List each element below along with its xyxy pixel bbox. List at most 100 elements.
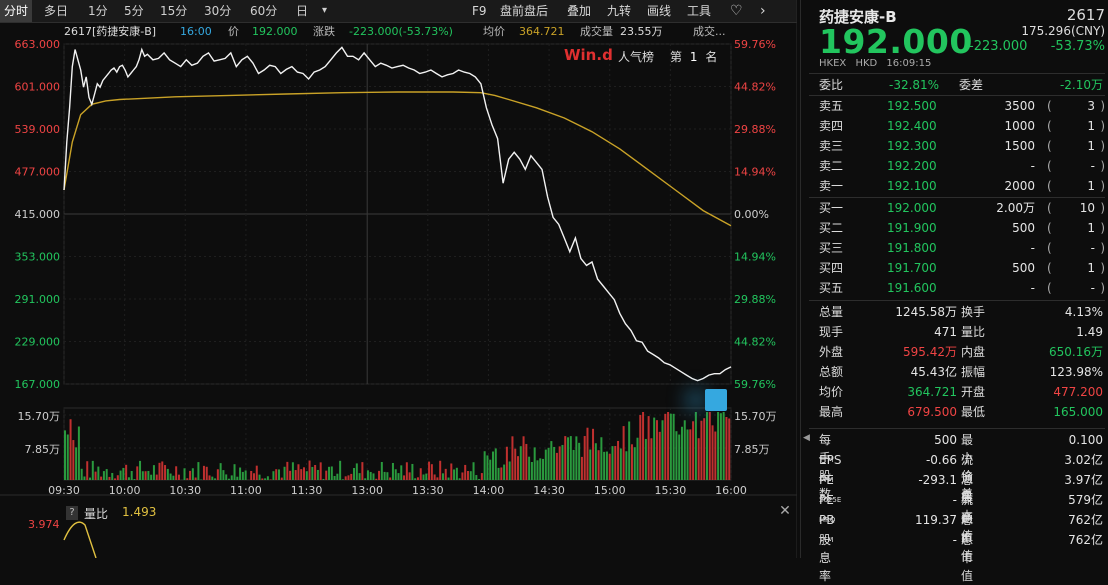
volume-bar — [145, 471, 147, 480]
stat-value: 165.000 — [1053, 403, 1103, 421]
fund-label-text: EPS — [819, 451, 841, 469]
volume-bar — [542, 459, 544, 480]
fund-label-text: PE — [819, 471, 834, 489]
volume-bar — [575, 436, 577, 480]
volume-bar — [284, 467, 286, 480]
fund-value: -293.1 — [918, 471, 957, 489]
paren-close: ) — [1100, 157, 1105, 175]
y-left-tick: 353.000 — [15, 251, 61, 264]
volume-bar — [712, 425, 714, 480]
volume-bar — [653, 418, 655, 480]
volume-bar — [289, 471, 291, 480]
sub-indicator-name[interactable]: 量比 — [84, 505, 108, 522]
y-left-tick: 229.000 — [15, 336, 61, 349]
paren-close: ) — [1100, 279, 1105, 297]
stat-value: 679.500 — [907, 403, 957, 421]
volume-bar — [95, 472, 97, 480]
volume-bar — [311, 467, 313, 480]
volume-bar — [186, 478, 188, 480]
volume-bar — [342, 479, 344, 480]
volume-bar — [492, 452, 494, 480]
vol-right-tick: 15.70万 — [734, 410, 777, 423]
y-left-tick: 415.000 — [15, 208, 61, 221]
fund-label-text: 股息率 — [819, 531, 833, 585]
volume-bar — [523, 436, 525, 480]
volume-bar — [64, 430, 66, 480]
x-tick: 14:00 — [473, 484, 505, 497]
volume-bar — [256, 466, 258, 480]
stat-label: 最高 — [819, 403, 843, 421]
ask-count: - — [1091, 157, 1095, 175]
paren-close: ) — [1100, 137, 1105, 155]
volume-bar — [500, 467, 502, 480]
volume-bar — [150, 475, 152, 480]
x-tick: 11:00 — [230, 484, 262, 497]
paren-open: ( — [1047, 279, 1052, 297]
volume-bar — [278, 469, 280, 480]
volume-bar — [436, 477, 438, 480]
volume-bar — [623, 426, 625, 480]
ask-level-label: 卖二 — [819, 157, 843, 175]
volume-bar — [425, 474, 427, 480]
volume-bar — [539, 458, 541, 480]
volume-bar — [297, 464, 299, 480]
volume-bars — [64, 412, 730, 480]
ask-price: 192.300 — [887, 137, 937, 155]
volume-bar — [609, 454, 611, 480]
bid-volume: - — [1031, 279, 1035, 297]
volume-bar — [356, 463, 358, 480]
bid-price: 191.800 — [887, 239, 937, 257]
volume-bar — [592, 429, 594, 480]
volume-bar — [420, 468, 422, 480]
expand-left-icon[interactable]: ◀ — [803, 433, 810, 443]
volume-bar — [411, 464, 413, 480]
volume-bar — [286, 462, 288, 480]
volume-bar — [667, 412, 669, 480]
volume-bar — [267, 476, 269, 480]
paren-open: ( — [1047, 97, 1052, 115]
fund-value: 119.37 — [915, 511, 957, 529]
volume-bar — [372, 473, 374, 480]
x-tick: 14:30 — [533, 484, 565, 497]
volume-bar — [545, 450, 547, 480]
volume-bar — [511, 436, 513, 480]
help-icon[interactable]: ? — [66, 506, 78, 520]
stat-value: 45.43亿 — [911, 363, 957, 381]
latest-price-marker-icon[interactable] — [705, 389, 727, 411]
volume-bar — [270, 479, 272, 480]
stat-value: 364.721 — [907, 383, 957, 401]
volume-bar — [275, 469, 277, 480]
weicha-value: -2.10万 — [1060, 76, 1103, 94]
x-tick: 09:30 — [48, 484, 80, 497]
volume-bar — [86, 461, 88, 480]
stat-value: 4.13% — [1065, 303, 1103, 321]
volume-bar — [178, 475, 180, 480]
close-icon[interactable]: ✕ — [777, 503, 793, 519]
fund-label-text: PE — [819, 491, 834, 509]
volume-bar — [534, 447, 536, 480]
volume-bar — [359, 473, 361, 480]
ask-count: 1 — [1087, 137, 1095, 155]
volume-bar — [528, 457, 530, 480]
paren-open: ( — [1047, 199, 1052, 217]
bid-price: 192.000 — [887, 199, 937, 217]
volume-bar — [197, 462, 199, 480]
ask-price: 192.400 — [887, 117, 937, 135]
